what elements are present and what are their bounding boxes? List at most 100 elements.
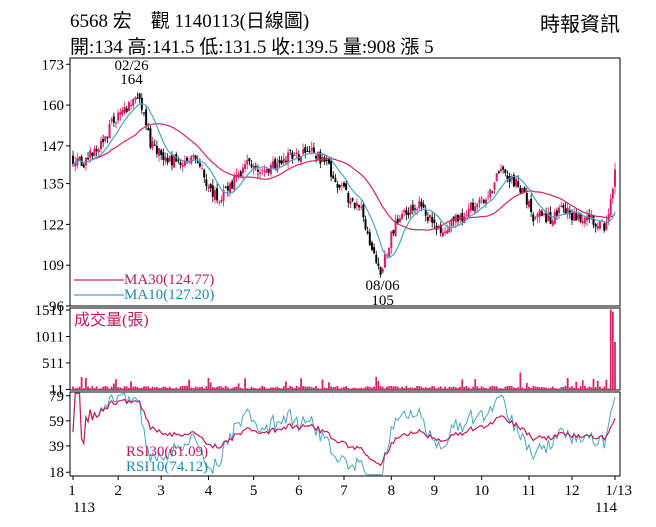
- candle-body: [521, 187, 524, 194]
- volume-bar: [568, 387, 571, 390]
- candle-body: [218, 201, 221, 203]
- candle-body: [162, 152, 165, 160]
- volume-bar: [91, 385, 94, 390]
- volume-bar: [487, 388, 490, 390]
- volume-bar: [207, 378, 210, 390]
- volume-bar: [214, 387, 216, 390]
- volume-bar: [272, 387, 274, 390]
- volume-bar: [426, 387, 429, 390]
- candle-body: [160, 150, 163, 156]
- candle-body: [452, 216, 455, 221]
- volume-bar: [351, 387, 354, 390]
- volume-bar: [205, 386, 208, 390]
- volume-bar: [151, 386, 154, 390]
- candle-body: [366, 231, 369, 234]
- candle-body: [155, 146, 158, 154]
- volume-axis-tick-label: 1011: [35, 330, 64, 346]
- candle-body: [398, 218, 401, 223]
- volume-bar: [493, 386, 496, 390]
- candle-body: [424, 209, 427, 216]
- volume-bar: [431, 386, 434, 390]
- panel-frame-vol: [69, 307, 621, 391]
- candle-body: [392, 230, 395, 234]
- candle-body: [411, 204, 414, 211]
- ma-legend-label: MA30(124.77): [124, 272, 214, 288]
- candle-body: [87, 158, 90, 160]
- candle-body: [426, 216, 429, 221]
- volume-bar: [579, 386, 582, 390]
- volume-bar: [390, 385, 393, 390]
- volume-bar: [517, 387, 520, 390]
- candle-body: [127, 102, 130, 112]
- volume-bar: [332, 387, 335, 390]
- volume-bar: [183, 385, 186, 390]
- candle-body: [293, 155, 296, 157]
- volume-bar: [607, 388, 610, 390]
- candle-body: [532, 214, 535, 222]
- candle-body: [405, 210, 408, 215]
- candle-body: [302, 149, 305, 154]
- candle-body: [566, 208, 569, 215]
- candle-body: [125, 108, 128, 112]
- volume-bar: [254, 388, 257, 390]
- candle-body: [239, 171, 242, 177]
- candle-body: [545, 212, 548, 223]
- volume-bar: [100, 388, 102, 390]
- candle-body: [594, 223, 597, 227]
- candle-body: [134, 97, 137, 100]
- candle-body: [259, 172, 262, 174]
- volume-bar: [383, 388, 386, 390]
- volume-bar: [553, 388, 556, 390]
- volume-bar: [198, 387, 201, 390]
- candle-body: [502, 166, 505, 170]
- volume-bar: [338, 388, 341, 390]
- candle-body: [132, 98, 135, 106]
- panel-frame-price: [69, 57, 621, 307]
- volume-bar: [605, 379, 608, 390]
- candle-body: [474, 206, 477, 213]
- candle-body: [504, 169, 507, 174]
- rsi-axis-tick-label: 18: [49, 465, 64, 481]
- candle-body: [349, 201, 352, 204]
- candle-body: [284, 160, 287, 162]
- volume-bar: [287, 387, 289, 390]
- candle-body: [463, 216, 466, 224]
- volume-bar: [323, 387, 326, 390]
- volume-bar: [547, 388, 550, 390]
- volume-bar: [224, 385, 227, 390]
- candle-body: [338, 185, 341, 188]
- ma-legend-label: MA10(127.20): [124, 287, 214, 303]
- candle-body: [551, 221, 554, 226]
- volume-bar: [411, 387, 414, 390]
- candle-body: [115, 122, 118, 124]
- rsi-axis-tick-label: 59: [49, 414, 64, 430]
- candle-body: [441, 232, 444, 237]
- candle-body: [446, 230, 449, 234]
- candle-body: [168, 156, 171, 162]
- candle-body: [222, 190, 225, 201]
- ma10-line: [72, 103, 616, 259]
- volume-bar: [125, 386, 128, 390]
- candle-body: [396, 218, 399, 223]
- volume-bar: [250, 386, 253, 390]
- volume-bar: [237, 383, 240, 390]
- candle-body: [476, 203, 479, 208]
- candle-body: [568, 210, 571, 215]
- x-axis-year-label: 114: [595, 500, 617, 516]
- candle-body: [340, 184, 343, 186]
- volume-bar: [291, 386, 294, 390]
- volume-bar: [513, 387, 515, 390]
- volume-bar: [87, 386, 89, 390]
- candle-body: [583, 217, 586, 224]
- volume-bar: [596, 380, 599, 390]
- candle-body: [334, 178, 337, 182]
- volume-bar: [110, 386, 113, 390]
- candle-body: [272, 161, 275, 168]
- candle-body: [510, 176, 513, 180]
- volume-bar: [601, 388, 603, 390]
- volume-bar: [362, 388, 365, 390]
- x-axis-month-label: 4: [205, 483, 213, 499]
- candle-body: [323, 157, 326, 162]
- volume-bar: [345, 386, 348, 390]
- volume-bar: [482, 387, 485, 390]
